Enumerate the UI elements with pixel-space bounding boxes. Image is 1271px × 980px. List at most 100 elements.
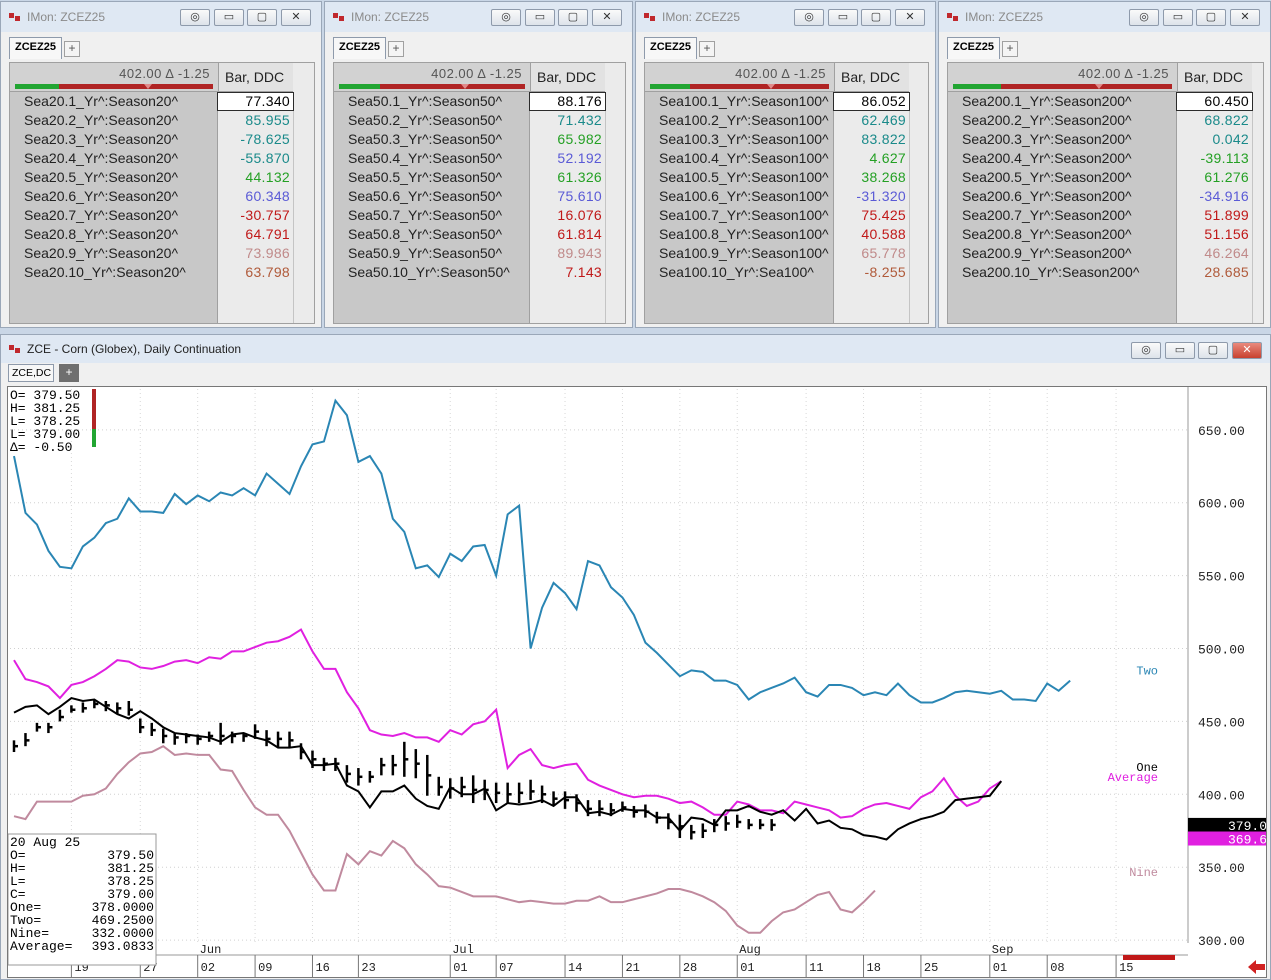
- table-row[interactable]: Sea100.3_Yr^:Season100^ 83.822: [645, 130, 930, 149]
- study-label: Sea100.7_Yr^:Season100^: [659, 207, 829, 223]
- maximize-button[interactable]: ▢: [1198, 342, 1228, 359]
- add-tab-button[interactable]: +: [1001, 41, 1018, 57]
- table-row[interactable]: Sea200.1_Yr^:Season200^ 60.450: [948, 92, 1265, 111]
- table-row[interactable]: Sea100.4_Yr^:Season100^ 4.627: [645, 149, 930, 168]
- column-header-bar-ddc[interactable]: Bar, DDC: [834, 63, 909, 92]
- add-tab-button[interactable]: +: [63, 41, 80, 57]
- table-row[interactable]: Sea200.9_Yr^:Season200^ 46.264: [948, 244, 1265, 263]
- table-row[interactable]: Sea50.4_Yr^:Season50^ 52.192: [334, 149, 627, 168]
- table-row[interactable]: Sea50.5_Yr^:Season50^ 61.326: [334, 168, 627, 187]
- value-column: [219, 92, 294, 323]
- table-row[interactable]: Sea200.6_Yr^:Season200^ -34.916: [948, 187, 1265, 206]
- table-row[interactable]: Sea20.4_Yr^:Season20^ -55.870: [10, 149, 316, 168]
- study-value: 46.264: [1204, 245, 1249, 261]
- table-row[interactable]: Sea200.2_Yr^:Season200^ 68.822: [948, 111, 1265, 130]
- selected-cell[interactable]: [1176, 92, 1253, 111]
- column-header-bar-ddc[interactable]: Bar, DDC: [218, 63, 293, 92]
- table-row[interactable]: Sea100.8_Yr^:Season100^ 40.588: [645, 225, 930, 244]
- chart-plot-area[interactable]: 650.00 600.00 550.00 500.00 450.00 400.00 350.…: [7, 386, 1271, 978]
- x-tick-label: 01: [453, 961, 467, 975]
- maximize-button[interactable]: ▢: [861, 9, 891, 26]
- label-column: [334, 92, 530, 323]
- study-label: Sea50.9_Yr^:Season50^: [348, 245, 503, 261]
- imon-window-3: IMon: ZCEZ25 ◎ ▭ ▢ ✕ ZCEZ25 +402.00 Δ -1.25 Bar…: [635, 1, 936, 328]
- add-tab-button[interactable]: +: [59, 364, 79, 382]
- table-row[interactable]: Sea200.7_Yr^:Season200^ 51.899: [948, 206, 1265, 225]
- pin-icon[interactable]: ◎: [794, 9, 824, 26]
- table-row[interactable]: Sea20.5_Yr^:Season20^ 44.132: [10, 168, 316, 187]
- selected-cell[interactable]: [217, 92, 294, 111]
- table-row[interactable]: Sea20.7_Yr^:Season20^ -30.757: [10, 206, 316, 225]
- table-row[interactable]: Sea50.8_Yr^:Season50^ 61.814: [334, 225, 627, 244]
- study-label: Sea50.1_Yr^:Season50^: [348, 93, 503, 109]
- minimize-button[interactable]: ▭: [1165, 342, 1195, 359]
- pin-icon[interactable]: ◎: [491, 9, 521, 26]
- chart-titlebar[interactable]: ZCE - Corn (Globex), Daily Continuation: [1, 335, 1270, 363]
- table-row[interactable]: Sea50.9_Yr^:Season50^ 89.943: [334, 244, 627, 263]
- x-tick-label: 14: [568, 961, 582, 975]
- tab-zcez25[interactable]: ZCEZ25: [9, 37, 62, 59]
- minimize-button[interactable]: ▭: [1163, 9, 1193, 26]
- pin-icon[interactable]: ◎: [1129, 9, 1159, 26]
- pin-icon[interactable]: ◎: [1131, 342, 1161, 359]
- table-row[interactable]: Sea20.8_Yr^:Season20^ 64.791: [10, 225, 316, 244]
- table-row[interactable]: Sea50.3_Yr^:Season50^ 65.982: [334, 130, 627, 149]
- table-row[interactable]: Sea100.2_Yr^:Season100^ 62.469: [645, 111, 930, 130]
- close-button[interactable]: ✕: [895, 9, 925, 26]
- selected-cell[interactable]: [529, 92, 606, 111]
- table-row[interactable]: Sea100.6_Yr^:Season100^ -31.320: [645, 187, 930, 206]
- ohlc-readout: H= 381.25: [10, 401, 80, 416]
- pin-icon[interactable]: ◎: [180, 9, 210, 26]
- table-row[interactable]: Sea50.10_Yr^:Season50^ 7.143: [334, 263, 627, 282]
- table-row[interactable]: Sea20.9_Yr^:Season20^ 73.986: [10, 244, 316, 263]
- table-row[interactable]: Sea100.7_Yr^:Season100^ 75.425: [645, 206, 930, 225]
- table-row[interactable]: Sea100.5_Yr^:Season100^ 38.268: [645, 168, 930, 187]
- data-window-key: O=: [10, 848, 26, 863]
- minimize-button[interactable]: ▭: [828, 9, 858, 26]
- close-button[interactable]: ✕: [281, 9, 311, 26]
- close-button[interactable]: ✕: [1232, 342, 1262, 359]
- minimize-button[interactable]: ▭: [214, 9, 244, 26]
- table-row[interactable]: Sea200.4_Yr^:Season200^ -39.113: [948, 149, 1265, 168]
- study-value: 64.791: [245, 226, 290, 242]
- imon-titlebar[interactable]: IMon: ZCEZ25: [636, 2, 935, 32]
- table-row[interactable]: Sea20.10_Yr^:Season20^ 63.798: [10, 263, 316, 282]
- tab-zce-dc[interactable]: ZCE,DC: [8, 364, 54, 382]
- table-row[interactable]: Sea100.9_Yr^:Season100^ 65.778: [645, 244, 930, 263]
- table-row[interactable]: Sea50.2_Yr^:Season50^ 71.432: [334, 111, 627, 130]
- table-row[interactable]: Sea200.10_Yr^:Season200^ 28.685: [948, 263, 1265, 282]
- add-tab-button[interactable]: +: [387, 41, 404, 57]
- table-row[interactable]: Sea50.7_Yr^:Season50^ 16.076: [334, 206, 627, 225]
- maximize-button[interactable]: ▢: [1196, 9, 1226, 26]
- maximize-button[interactable]: ▢: [247, 9, 277, 26]
- table-row[interactable]: Sea20.3_Yr^:Season20^ -78.625: [10, 130, 316, 149]
- table-row[interactable]: Sea200.3_Yr^:Season200^ 0.042: [948, 130, 1265, 149]
- table-row[interactable]: Sea20.6_Yr^:Season20^ 60.348: [10, 187, 316, 206]
- study-value: -78.625: [240, 131, 290, 147]
- table-row[interactable]: Sea20.1_Yr^:Season20^ 77.340: [10, 92, 316, 111]
- ohlc-readout: L= 378.25: [10, 414, 80, 429]
- x-tick-label: 07: [499, 961, 513, 975]
- selected-cell[interactable]: [833, 92, 910, 111]
- close-button[interactable]: ✕: [592, 9, 622, 26]
- tab-zcez25[interactable]: ZCEZ25: [947, 37, 1000, 59]
- study-value: 68.822: [1204, 112, 1249, 128]
- tab-zcez25[interactable]: ZCEZ25: [333, 37, 386, 59]
- close-button[interactable]: ✕: [1230, 9, 1260, 26]
- table-row[interactable]: Sea100.1_Yr^:Season100^ 86.052: [645, 92, 930, 111]
- scroll-left-arrow-icon[interactable]: [1248, 960, 1265, 974]
- add-tab-button[interactable]: +: [698, 41, 715, 57]
- maximize-button[interactable]: ▢: [558, 9, 588, 26]
- table-row[interactable]: Sea50.1_Yr^:Season50^ 88.176: [334, 92, 627, 111]
- minimize-button[interactable]: ▭: [525, 9, 555, 26]
- tab-zcez25[interactable]: ZCEZ25: [644, 37, 697, 59]
- study-value: 73.986: [245, 245, 290, 261]
- table-row[interactable]: Sea200.8_Yr^:Season200^ 51.156: [948, 225, 1265, 244]
- table-row[interactable]: Sea200.5_Yr^:Season200^ 61.276: [948, 168, 1265, 187]
- column-header-bar-ddc[interactable]: Bar, DDC: [1177, 63, 1252, 92]
- table-row[interactable]: Sea50.6_Yr^:Season50^ 75.610: [334, 187, 627, 206]
- table-row[interactable]: Sea100.10_Yr^:Sea100^ -8.255: [645, 263, 930, 282]
- table-row[interactable]: Sea20.2_Yr^:Season20^ 85.955: [10, 111, 316, 130]
- column-header-bar-ddc[interactable]: Bar, DDC: [530, 63, 605, 92]
- price-chart[interactable]: 650.00 600.00 550.00 500.00 450.00 400.00 350.…: [7, 387, 1271, 977]
